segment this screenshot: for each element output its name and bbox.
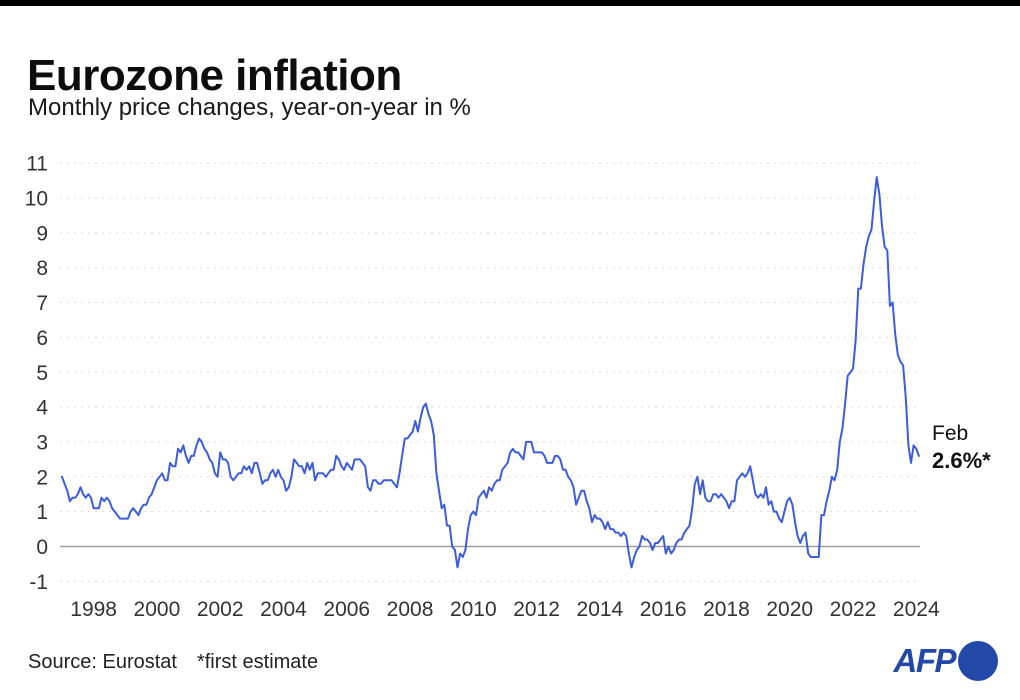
x-axis-tick-label: 2004: [260, 598, 307, 621]
y-axis-tick-label: 1: [36, 501, 48, 524]
top-black-bar: [0, 0, 1020, 6]
y-axis-tick-label: 4: [36, 397, 48, 420]
annotation-month-label: Feb: [932, 422, 969, 445]
x-axis-tick-label: 2018: [703, 598, 750, 621]
x-axis-tick-label: 2016: [640, 598, 687, 621]
x-axis-tick-label: 2000: [134, 598, 181, 621]
y-axis-tick-label: -1: [29, 571, 48, 594]
chart-subtitle: Monthly price changes, year-on-year in %: [28, 94, 471, 121]
x-axis-tick-label: 2024: [893, 598, 940, 621]
x-axis-tick-label: 2010: [450, 598, 497, 621]
y-axis-tick-label: 11: [26, 153, 48, 176]
x-axis-tick-label: 1998: [70, 598, 117, 621]
x-axis-tick-label: 2022: [830, 598, 877, 621]
x-axis-tick-label: 2002: [197, 598, 244, 621]
y-axis-tick-label: 10: [25, 188, 48, 211]
inflation-line: [61, 176, 920, 569]
afp-logo-circle-icon: [958, 641, 998, 681]
source-line: Source: Eurostat *first estimate: [28, 651, 318, 674]
x-axis-tick-label: 2012: [513, 598, 560, 621]
afp-logo-text: AFP: [893, 642, 957, 679]
y-axis-tick-label: 2: [36, 466, 48, 489]
y-axis-tick-label: 6: [36, 327, 48, 350]
source-label: Source: Eurostat: [28, 651, 177, 673]
page-title: Eurozone inflation: [27, 51, 402, 101]
y-axis-tick-label: 9: [36, 222, 48, 245]
last-point-annotation: Feb 2.6%*: [932, 421, 991, 475]
y-axis-tick-label: 8: [36, 257, 48, 280]
annotation-value-label: 2.6%*: [932, 448, 991, 474]
x-axis-tick-label: 2014: [577, 598, 624, 621]
estimate-note: *first estimate: [196, 651, 319, 673]
y-axis-tick-label: 3: [36, 431, 48, 454]
x-axis-tick-label: 2006: [323, 598, 370, 621]
y-axis-tick-label: 7: [36, 292, 48, 315]
x-axis-tick-label: 2008: [387, 598, 434, 621]
y-axis-tick-label: 5: [36, 362, 48, 385]
x-axis-tick-label: 2020: [766, 598, 813, 621]
afp-logo: AFP: [893, 641, 998, 681]
y-axis-tick-label: 0: [36, 536, 48, 559]
